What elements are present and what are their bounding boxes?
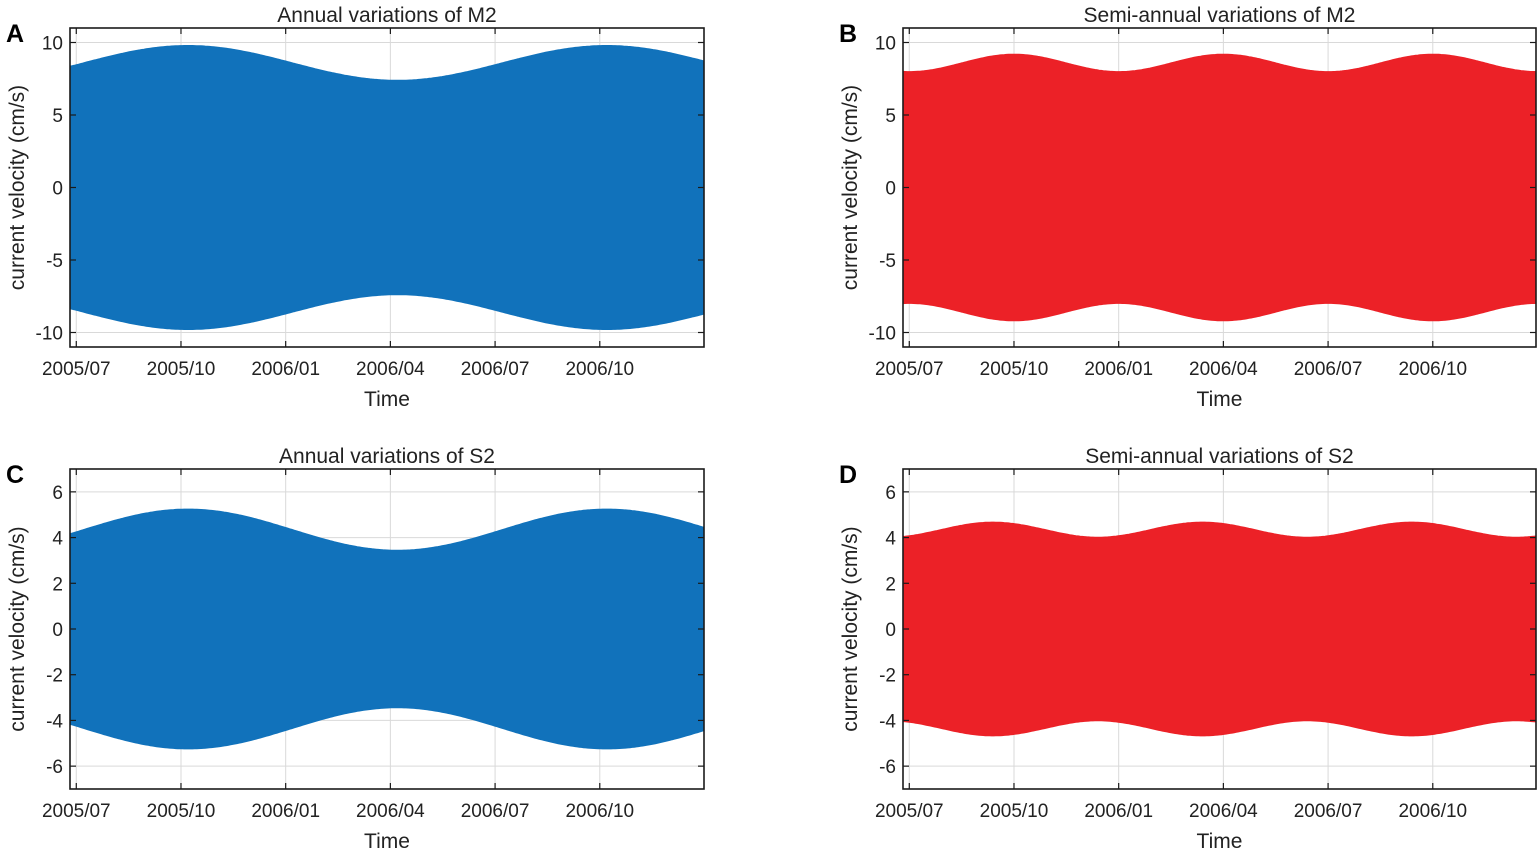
x-tick-label: 2006/04 <box>356 801 425 822</box>
x-tick-label: 2006/10 <box>1398 359 1467 380</box>
x-tick-label: 2006/10 <box>1398 801 1467 822</box>
y-tick-label: 0 <box>52 620 63 641</box>
x-tick-label: 2006/10 <box>565 801 634 822</box>
y-tick-label: -5 <box>879 251 896 272</box>
x-axis-title: Time <box>1197 388 1243 411</box>
y-tick-label: -2 <box>46 666 63 687</box>
y-tick-label: 10 <box>42 34 63 55</box>
panel-b: -10 -5 0 5 10 2005/07 2005/10 2006/01 2006/04 200… <box>839 4 1537 411</box>
y-tick-label: 2 <box>885 574 896 595</box>
y-axis-title: current velocity (cm/s) <box>6 526 29 731</box>
y-tick-label: 0 <box>885 179 896 200</box>
y-tick-label: 5 <box>885 106 896 127</box>
y-tick-label: -4 <box>879 711 896 732</box>
panel-c: -6 -4 -2 0 2 4 6 2005/07 2005/10 2006/01 2006/04 20… <box>6 445 705 853</box>
y-tick-label: 6 <box>885 483 896 504</box>
chart-title: Semi-annual variations of S2 <box>1085 445 1353 468</box>
panel-letter: A <box>6 20 24 48</box>
y-tick-label: 5 <box>52 106 63 127</box>
series-envelope-area <box>69 45 705 330</box>
y-tick-label: -10 <box>36 324 63 345</box>
y-tick-label: -2 <box>879 666 896 687</box>
x-tick-label: 2006/07 <box>1294 801 1363 822</box>
series-envelope-area <box>69 508 705 750</box>
x-axis-title: Time <box>364 830 410 853</box>
x-tick-label: 2006/07 <box>461 801 530 822</box>
x-tick-label: 2006/01 <box>1084 359 1153 380</box>
x-tick-label: 2006/01 <box>1084 801 1153 822</box>
y-axis-title: current velocity (cm/s) <box>839 526 862 731</box>
x-tick-label: 2006/10 <box>565 359 634 380</box>
panel-letter: B <box>839 20 857 48</box>
x-tick-label: 2006/04 <box>1189 359 1258 380</box>
panel-a: -10 -5 0 5 10 2005/07 2005/10 2006/01 2006/04 200… <box>6 4 705 411</box>
y-tick-label: 0 <box>885 620 896 641</box>
x-tick-label: 2005/07 <box>42 801 111 822</box>
x-tick-label: 2005/10 <box>980 359 1049 380</box>
panel-letter: C <box>6 461 24 489</box>
panel-letter: D <box>839 461 857 489</box>
y-tick-label: -10 <box>869 324 896 345</box>
x-axis-title: Time <box>364 388 410 411</box>
x-axis-title: Time <box>1197 830 1243 853</box>
y-tick-label: -4 <box>46 711 63 732</box>
y-tick-label: 4 <box>885 529 896 550</box>
chart-title: Semi-annual variations of M2 <box>1084 4 1356 27</box>
x-tick-label: 2006/07 <box>461 359 530 380</box>
x-tick-label: 2006/01 <box>251 359 320 380</box>
series-envelope-area <box>902 53 1537 322</box>
x-tick-label: 2005/10 <box>980 801 1049 822</box>
y-tick-label: 4 <box>52 529 63 550</box>
chart-title: Annual variations of S2 <box>279 445 495 468</box>
y-tick-label: -5 <box>46 251 63 272</box>
x-tick-label: 2005/10 <box>147 359 216 380</box>
y-tick-label: -6 <box>46 757 63 778</box>
x-tick-label: 2005/07 <box>42 359 111 380</box>
y-axis-title: current velocity (cm/s) <box>839 85 862 290</box>
y-tick-label: 0 <box>52 179 63 200</box>
series-envelope-area <box>902 521 1537 737</box>
y-tick-label: -6 <box>879 757 896 778</box>
y-axis-title: current velocity (cm/s) <box>6 85 29 290</box>
x-tick-label: 2005/07 <box>875 801 944 822</box>
y-tick-label: 6 <box>52 483 63 504</box>
y-tick-label: 10 <box>875 34 896 55</box>
y-tick-label: 2 <box>52 574 63 595</box>
x-tick-label: 2006/01 <box>251 801 320 822</box>
chart-title: Annual variations of M2 <box>277 4 496 27</box>
x-tick-label: 2005/10 <box>147 801 216 822</box>
x-tick-label: 2005/07 <box>875 359 944 380</box>
x-tick-label: 2006/04 <box>356 359 425 380</box>
x-tick-label: 2006/04 <box>1189 801 1258 822</box>
panel-d: -6 -4 -2 0 2 4 6 2005/07 2005/10 2006/01 2006/04 20… <box>839 445 1537 853</box>
x-tick-label: 2006/07 <box>1294 359 1363 380</box>
